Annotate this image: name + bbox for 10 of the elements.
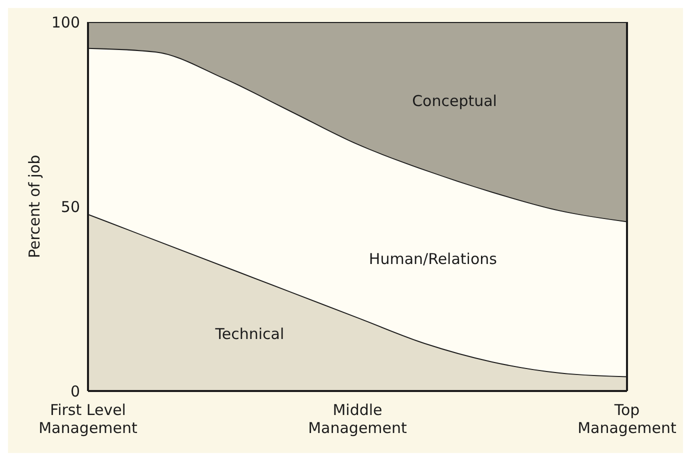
series-label: Human/Relations [368,250,498,268]
x-tick-label: Top Management [578,401,677,437]
y-tick-label: 0 [70,382,80,400]
series-label: Conceptual [412,92,497,110]
x-tick-label: Middle Management [308,401,408,437]
y-axis-title: Percent of job [25,154,44,258]
x-tick-label: First Level Management [38,401,138,437]
series-label: Technical [214,324,284,343]
y-tick-label: 100 [51,13,80,32]
y-tick-label: 50 [60,198,80,216]
